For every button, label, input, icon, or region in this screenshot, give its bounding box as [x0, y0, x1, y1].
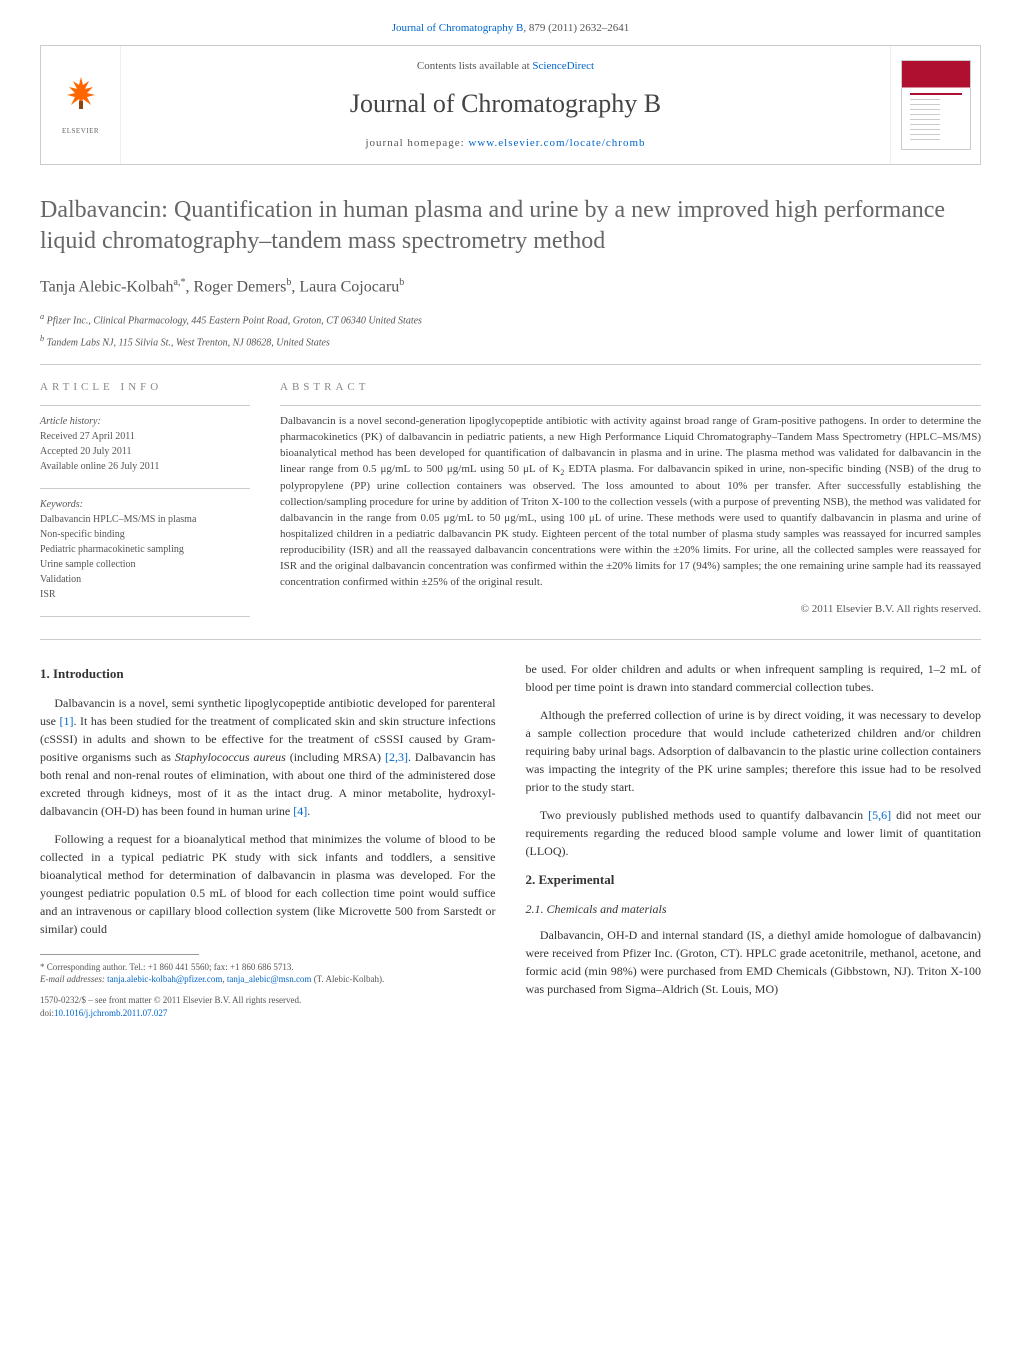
running-head: Journal of Chromatography B, 879 (2011) …	[0, 0, 1021, 45]
keywords-list: Dalbavancin HPLC–MS/MS in plasmaNon-spec…	[40, 514, 196, 600]
doi-link[interactable]: 10.1016/j.jchromb.2011.07.027	[54, 1008, 167, 1018]
email-link-1[interactable]: tanja.alebic-kolbah@pfizer.com	[107, 974, 222, 984]
ref-4-link[interactable]: [4]	[293, 804, 307, 818]
journal-name: Journal of Chromatography B	[129, 84, 882, 123]
corresponding-author: * Corresponding author. Tel.: +1 860 441…	[40, 961, 496, 974]
publisher-name: ELSEVIER	[62, 126, 99, 137]
footnotes: * Corresponding author. Tel.: +1 860 441…	[40, 961, 496, 986]
received-date: Received 27 April 2011	[40, 431, 135, 442]
chemicals-subheading: 2.1. Chemicals and materials	[526, 900, 982, 918]
email-line: E-mail addresses: tanja.alebic-kolbah@pf…	[40, 973, 496, 986]
history-label: Article history:	[40, 416, 101, 427]
affiliation-b-text: Tandem Labs NJ, 115 Silvia St., West Tre…	[47, 337, 330, 348]
divider-top	[40, 364, 981, 365]
doi-block: 1570-0232/$ – see front matter © 2011 El…	[40, 994, 496, 1019]
header-center: Contents lists available at ScienceDirec…	[121, 46, 890, 164]
ref-5-6-link[interactable]: [5,6]	[868, 808, 891, 822]
experimental-heading: 2. Experimental	[526, 870, 982, 890]
abstract-copyright: © 2011 Elsevier B.V. All rights reserved…	[280, 601, 981, 618]
intro-p5: Two previously published methods used to…	[526, 806, 982, 860]
divider-bottom	[40, 639, 981, 640]
info-abstract-row: ARTICLE INFO Article history: Received 2…	[40, 379, 981, 626]
keywords-label: Keywords:	[40, 499, 83, 510]
running-head-journal-link[interactable]: Journal of Chromatography B	[392, 22, 524, 34]
journal-header-box: ELSEVIER Contents lists available at Sci…	[40, 45, 981, 165]
body-columns: 1. Introduction Dalbavancin is a novel, …	[40, 660, 981, 1019]
intro-p2: Following a request for a bioanalytical …	[40, 830, 496, 938]
contents-line: Contents lists available at ScienceDirec…	[129, 58, 882, 75]
right-column: be used. For older children and adults o…	[526, 660, 982, 1019]
email-suffix: (T. Alebic-Kolbah).	[314, 974, 385, 984]
intro-p4: Although the preferred collection of uri…	[526, 706, 982, 796]
exp-p1: Dalbavancin, OH-D and internal standard …	[526, 926, 982, 998]
copyright-line: 1570-0232/$ – see front matter © 2011 El…	[40, 994, 496, 1007]
article-info-label: ARTICLE INFO	[40, 379, 250, 396]
article-title: Dalbavancin: Quantification in human pla…	[40, 195, 981, 257]
email-label: E-mail addresses:	[40, 974, 107, 984]
elsevier-logo: ELSEVIER	[51, 75, 111, 135]
affiliation-b: b Tandem Labs NJ, 115 Silvia St., West T…	[40, 333, 981, 350]
online-date: Available online 26 July 2011	[40, 461, 159, 472]
article-history: Article history: Received 27 April 2011 …	[40, 414, 250, 474]
footnote-divider	[40, 954, 199, 955]
intro-p1: Dalbavancin is a novel, semi synthetic l…	[40, 694, 496, 820]
article-info-column: ARTICLE INFO Article history: Received 2…	[40, 379, 250, 626]
ref-1-link[interactable]: [1]	[60, 714, 74, 728]
journal-cover-thumbnail	[901, 60, 971, 150]
authors: Tanja Alebic-Kolbaha,*, Roger Demersb, L…	[40, 275, 981, 299]
abstract-column: ABSTRACT Dalbavancin is a novel second-g…	[280, 379, 981, 626]
ref-2-3-link[interactable]: [2,3]	[385, 750, 408, 764]
email-link-2[interactable]: tanja_alebic@msn.com	[227, 974, 312, 984]
journal-cover-cell	[890, 46, 980, 164]
affiliation-a: a Pfizer Inc., Clinical Pharmacology, 44…	[40, 311, 981, 328]
elsevier-tree-icon	[61, 73, 101, 126]
sciencedirect-link[interactable]: ScienceDirect	[532, 60, 594, 72]
intro-heading: 1. Introduction	[40, 664, 496, 684]
left-column: 1. Introduction Dalbavancin is a novel, …	[40, 660, 496, 1019]
keywords-block: Keywords: Dalbavancin HPLC–MS/MS in plas…	[40, 497, 250, 602]
doi-label: doi:	[40, 1008, 54, 1018]
running-head-citation: , 879 (2011) 2632–2641	[523, 22, 629, 34]
intro-p3: be used. For older children and adults o…	[526, 660, 982, 696]
abstract-label: ABSTRACT	[280, 379, 981, 396]
homepage-link[interactable]: www.elsevier.com/locate/chromb	[468, 137, 645, 149]
contents-prefix: Contents lists available at	[417, 60, 532, 72]
accepted-date: Accepted 20 July 2011	[40, 446, 132, 457]
homepage-prefix: journal homepage:	[365, 137, 468, 149]
homepage-line: journal homepage: www.elsevier.com/locat…	[129, 135, 882, 152]
affiliation-a-text: Pfizer Inc., Clinical Pharmacology, 445 …	[47, 316, 422, 327]
abstract-text: Dalbavancin is a novel second-generation…	[280, 414, 981, 591]
publisher-logo-cell: ELSEVIER	[41, 46, 121, 164]
